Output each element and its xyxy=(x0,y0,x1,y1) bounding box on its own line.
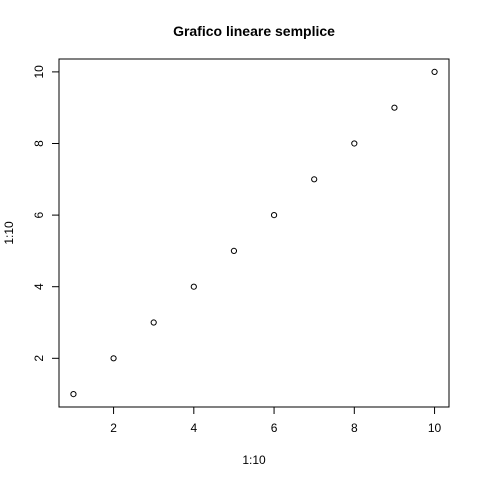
data-point xyxy=(230,247,238,255)
x-tick-label: 2 xyxy=(110,421,117,435)
x-tick-label: 6 xyxy=(271,421,278,435)
data-point xyxy=(150,319,157,326)
data-point xyxy=(70,391,77,398)
x-tick-label: 4 xyxy=(190,421,197,435)
x-axis: 2 4 6 8 10 xyxy=(110,407,442,435)
data-point xyxy=(110,355,117,362)
x-tick-label: 10 xyxy=(428,421,442,435)
y-axis: 2 4 6 8 10 xyxy=(32,65,59,362)
data-point xyxy=(311,176,318,183)
x-tick-label: 8 xyxy=(351,421,358,435)
y-tick-label: 4 xyxy=(32,283,46,290)
data-point xyxy=(351,140,358,147)
plot-frame xyxy=(58,58,450,408)
y-tick-label: 8 xyxy=(32,140,46,147)
data-point xyxy=(431,68,438,75)
data-points xyxy=(70,68,438,398)
y-axis-label: 1:10 xyxy=(2,221,16,245)
y-tick-label: 10 xyxy=(32,65,46,79)
y-tick-label: 2 xyxy=(32,355,46,362)
data-point xyxy=(270,211,278,219)
chart-title: Grafico lineare semplice xyxy=(173,23,335,39)
data-point xyxy=(190,283,197,290)
x-axis-label: 1:10 xyxy=(242,453,266,467)
y-tick-label: 6 xyxy=(32,211,46,218)
data-point xyxy=(391,104,398,111)
